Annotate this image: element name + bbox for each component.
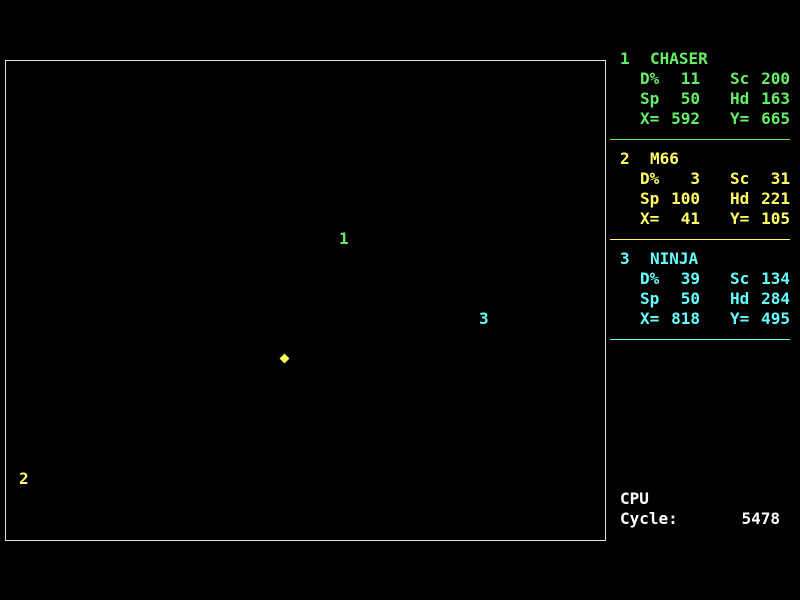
robot-name: CHASER (650, 49, 708, 68)
score-label: Sc (730, 69, 750, 88)
heading-label: Hd (730, 89, 750, 108)
y-value: 665 (761, 109, 790, 128)
cycle-label: Cycle: (620, 509, 678, 528)
y-value: 495 (761, 309, 790, 328)
x-label: X= (640, 209, 660, 228)
score-label: Sc (730, 269, 750, 288)
x-value: 818 (671, 309, 700, 328)
heading-label: Hd (730, 189, 750, 208)
score-value: 200 (761, 69, 790, 88)
damage-label: D% (640, 169, 660, 188)
robot-marker-2: 2 (19, 469, 29, 488)
heading-value: 163 (761, 89, 790, 108)
robot-number: 3 (620, 249, 630, 268)
cycle-value: 5478 (741, 509, 780, 528)
robot-number: 1 (620, 49, 630, 68)
robot-name: M66 (650, 149, 679, 168)
speed-value: 100 (671, 189, 700, 208)
damage-label: D% (640, 69, 660, 88)
x-value: 592 (671, 109, 700, 128)
speed-value: 50 (680, 289, 700, 308)
y-label: Y= (730, 309, 750, 328)
score-value: 31 (770, 169, 790, 188)
damage-value: 11 (680, 69, 700, 88)
damage-value: 3 (690, 169, 700, 188)
robot-marker-3: 3 (479, 309, 489, 328)
score-value: 134 (761, 269, 790, 288)
damage-label: D% (640, 269, 660, 288)
speed-label: Sp (640, 189, 660, 208)
robot-separator (610, 339, 790, 340)
speed-label: Sp (640, 289, 660, 308)
robot-name: NINJA (650, 249, 699, 268)
robot-separator (610, 239, 790, 240)
robot-number: 2 (620, 149, 630, 168)
y-label: Y= (730, 209, 750, 228)
heading-value: 221 (761, 189, 790, 208)
x-label: X= (640, 109, 660, 128)
robot-separator (610, 139, 790, 140)
robot-marker-1: 1 (339, 229, 349, 248)
x-label: X= (640, 309, 660, 328)
battle-arena (5, 60, 606, 541)
heading-label: Hd (730, 289, 750, 308)
speed-label: Sp (640, 89, 660, 108)
y-value: 105 (761, 209, 790, 228)
damage-value: 39 (680, 269, 700, 288)
speed-value: 50 (680, 89, 700, 108)
cpu-title: CPU (620, 489, 649, 508)
x-value: 41 (680, 209, 700, 228)
score-label: Sc (730, 169, 750, 188)
y-label: Y= (730, 109, 750, 128)
heading-value: 284 (761, 289, 790, 308)
